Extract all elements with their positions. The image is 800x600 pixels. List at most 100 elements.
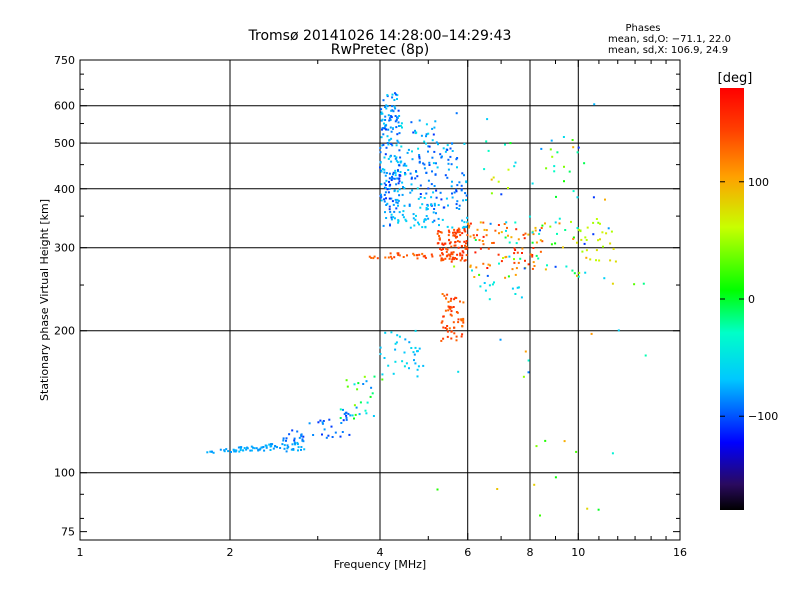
data-point	[398, 164, 401, 167]
data-point	[262, 446, 265, 448]
data-point	[531, 231, 534, 234]
data-point	[418, 157, 421, 160]
data-point	[571, 139, 574, 141]
data-point	[406, 151, 409, 154]
data-point	[414, 362, 417, 365]
data-point	[413, 359, 415, 362]
data-point	[485, 140, 488, 143]
data-point	[535, 445, 538, 448]
data-point	[455, 297, 458, 299]
x-tick-label: 16	[673, 546, 687, 559]
data-point	[388, 139, 391, 142]
data-point	[403, 162, 406, 165]
data-point	[450, 337, 453, 340]
data-point	[453, 332, 456, 335]
data-point	[468, 224, 471, 227]
data-point	[459, 254, 462, 257]
data-point	[380, 199, 383, 202]
data-point	[458, 231, 461, 234]
data-point	[442, 326, 445, 329]
data-point	[431, 170, 433, 173]
x-tick-label: 8	[527, 546, 534, 559]
data-point	[451, 142, 453, 145]
data-point	[298, 436, 301, 439]
data-point	[282, 439, 285, 442]
data-point	[391, 200, 394, 203]
data-point	[379, 161, 382, 164]
data-point	[243, 447, 246, 449]
data-point	[482, 262, 485, 265]
data-point	[502, 257, 504, 259]
data-point	[460, 189, 463, 192]
data-point	[345, 416, 348, 419]
data-point	[384, 184, 387, 186]
data-point	[386, 188, 389, 191]
data-point	[483, 168, 486, 171]
data-point	[462, 199, 465, 202]
grid-lines	[80, 60, 680, 540]
data-point	[389, 183, 392, 186]
data-point	[531, 254, 534, 256]
data-point	[489, 264, 491, 267]
phase-box-line1: mean, sd,O: −71.1, 22.0	[608, 34, 731, 45]
data-point	[386, 105, 389, 108]
data-point	[611, 282, 614, 285]
data-point	[478, 239, 481, 242]
data-point	[285, 450, 288, 453]
data-point	[507, 234, 509, 237]
data-point	[610, 230, 613, 233]
data-point	[449, 255, 452, 258]
y-tick-label: 750	[54, 54, 75, 67]
data-point	[595, 218, 598, 220]
data-point	[327, 434, 330, 437]
data-point	[505, 221, 508, 224]
data-point	[488, 284, 491, 287]
data-point	[414, 218, 417, 221]
data-point	[351, 414, 354, 417]
data-point	[395, 201, 398, 204]
data-point	[384, 106, 386, 108]
data-point	[293, 437, 296, 440]
data-point	[381, 112, 384, 115]
data-point	[563, 440, 566, 443]
data-point	[258, 448, 261, 451]
data-point	[570, 220, 572, 223]
data-point	[427, 132, 430, 135]
data-point	[394, 342, 397, 345]
phase-box-title: Phases	[625, 23, 660, 34]
data-point	[482, 235, 485, 238]
data-point	[465, 180, 468, 183]
data-point	[366, 401, 369, 404]
data-point	[427, 145, 430, 148]
data-point	[393, 155, 396, 158]
data-point	[399, 171, 402, 173]
data-point	[437, 217, 440, 220]
data-point	[379, 147, 382, 149]
data-point	[535, 254, 538, 257]
data-point	[411, 189, 414, 192]
data-point	[393, 256, 396, 259]
data-point	[577, 228, 580, 231]
data-point	[513, 252, 516, 255]
data-point	[382, 143, 385, 146]
data-point	[450, 245, 453, 248]
data-point	[390, 137, 393, 140]
data-point	[447, 229, 450, 232]
data-point	[522, 375, 525, 378]
data-point	[291, 443, 294, 446]
y-tick-label: 300	[54, 242, 75, 255]
data-point	[297, 449, 299, 452]
data-point	[491, 242, 494, 244]
data-point	[445, 328, 448, 331]
data-point	[438, 224, 440, 227]
data-point	[425, 133, 428, 136]
data-point	[383, 193, 386, 196]
data-point	[436, 488, 439, 491]
data-point	[577, 146, 580, 149]
data-point	[447, 300, 450, 303]
data-point	[592, 233, 595, 236]
data-point	[384, 125, 387, 128]
data-point	[466, 221, 469, 224]
data-point	[404, 218, 407, 221]
data-point	[394, 107, 397, 110]
